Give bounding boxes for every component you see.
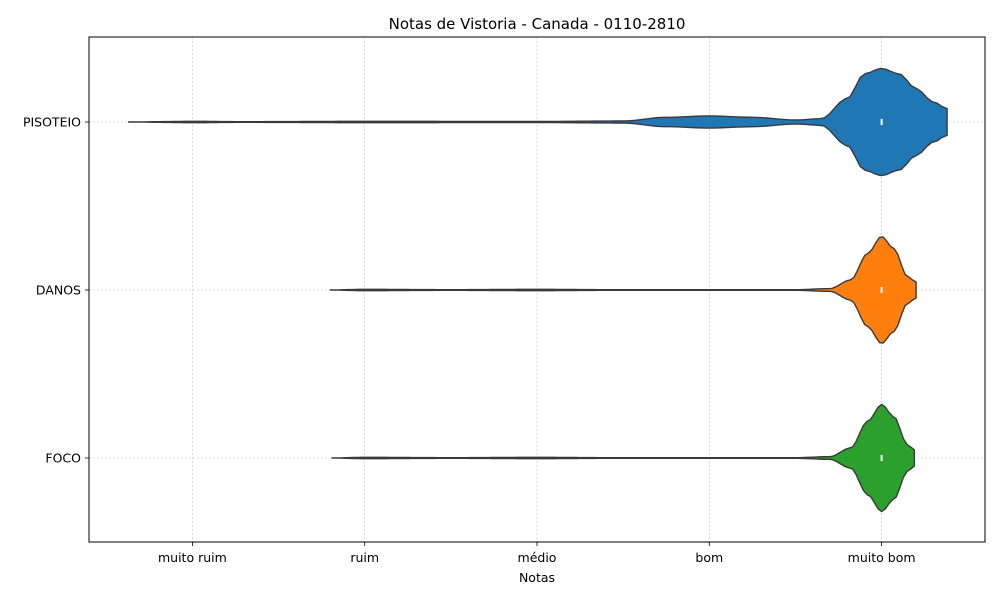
violin-foco <box>331 403 916 513</box>
violins <box>127 67 948 513</box>
y-axis-ticks: PISOTEIO DANOS FOCO <box>23 115 89 466</box>
x-tick-label: muito ruim <box>158 550 227 565</box>
violin-danos <box>329 236 917 344</box>
y-tick-label: PISOTEIO <box>23 115 81 130</box>
x-tick-label: médio <box>518 550 557 565</box>
x-tick-label: muito bom <box>848 550 916 565</box>
y-tick-label: DANOS <box>36 283 81 298</box>
violin-pisoteio <box>127 67 948 177</box>
y-tick-label: FOCO <box>45 451 81 466</box>
x-axis-label: Notas <box>519 570 555 585</box>
x-tick-label: bom <box>695 550 723 565</box>
chart-title: Notas de Vistoria - Canada - 0110-2810 <box>389 15 686 33</box>
x-tick-label: ruim <box>350 550 379 565</box>
x-axis-ticks: muito ruim ruim médio bom muito bom <box>158 542 916 565</box>
